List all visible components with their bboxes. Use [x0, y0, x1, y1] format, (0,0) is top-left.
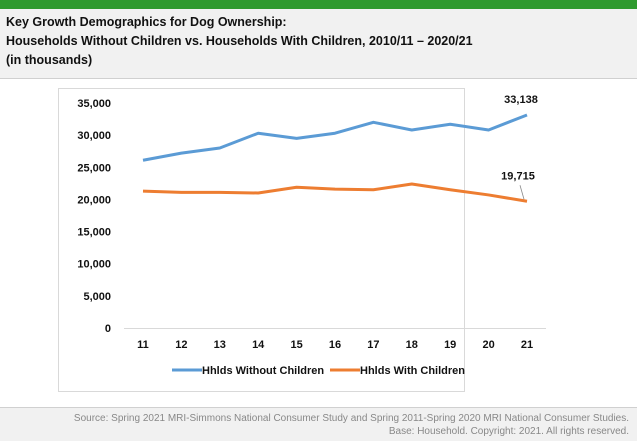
series-line-with-children: [143, 184, 527, 201]
x-tick-label: 14: [252, 339, 265, 351]
data-label-leader: [520, 185, 524, 199]
footer: Source: Spring 2021 MRI-Simmons National…: [0, 407, 637, 441]
legend-label: Hhlds Without Children: [202, 365, 324, 377]
y-tick-label: 25,000: [77, 162, 111, 174]
series-line-without-children: [143, 115, 527, 160]
x-tick-label: 13: [214, 339, 226, 351]
data-label: 19,715: [501, 170, 535, 182]
y-tick-label: 30,000: [77, 130, 111, 142]
y-tick-label: 5,000: [83, 291, 111, 303]
x-tick-label: 11: [137, 339, 149, 351]
x-tick-label: 19: [444, 339, 456, 351]
x-tick-label: 20: [482, 339, 494, 351]
x-tick-label: 15: [290, 339, 302, 351]
y-tick-label: 0: [105, 323, 111, 335]
base-note: Base: Household. Copyright: 2021. All ri…: [0, 425, 637, 438]
data-label: 33,138: [504, 94, 538, 106]
x-tick-label: 21: [521, 339, 533, 351]
y-tick-label: 10,000: [77, 259, 111, 271]
source-note: Source: Spring 2021 MRI-Simmons National…: [0, 408, 637, 425]
legend-label: Hhlds With Children: [360, 365, 465, 377]
y-tick-label: 35,000: [77, 98, 111, 110]
x-tick-label: 16: [329, 339, 341, 351]
x-tick-label: 18: [406, 339, 418, 351]
y-tick-label: 15,000: [77, 227, 111, 239]
x-tick-label: 12: [175, 339, 187, 351]
x-tick-label: 17: [367, 339, 379, 351]
y-tick-label: 20,000: [77, 194, 111, 206]
